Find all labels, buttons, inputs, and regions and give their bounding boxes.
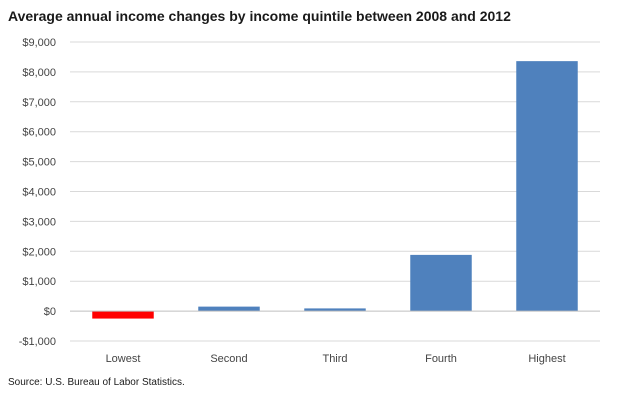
- y-axis-tick-labels: $9,000 $8,000 $7,000 $6,000 $5,000 $4,000 $3,0…: [19, 37, 56, 348]
- y-tick-label: $9,000: [22, 37, 56, 49]
- y-tick-label: $1,000: [22, 276, 56, 288]
- bar-fourth: [410, 254, 472, 312]
- x-axis-category-labels: Lowest Second Third Fourth Highest: [106, 353, 566, 365]
- y-tick-label: $2,000: [22, 246, 56, 258]
- chart-source: Source: U.S. Bureau of Labor Statistics.: [8, 377, 185, 388]
- x-category-label: Fourth: [425, 353, 457, 365]
- y-tick-label: $8,000: [22, 67, 56, 79]
- x-category-label: Lowest: [106, 353, 141, 365]
- y-tick-label: $5,000: [22, 157, 56, 169]
- y-tick-label: $0: [44, 306, 56, 318]
- bar-second: [198, 306, 260, 312]
- y-tick-label: -$1,000: [19, 336, 56, 348]
- bars: [92, 61, 578, 319]
- y-tick-label: $3,000: [22, 216, 56, 228]
- x-category-label: Second: [210, 353, 247, 365]
- y-tick-label: $7,000: [22, 97, 56, 109]
- gridlines: [70, 41, 600, 342]
- chart-title: Average annual income changes by income …: [8, 8, 511, 24]
- bar-lowest: [92, 311, 154, 319]
- x-category-label: Third: [322, 353, 347, 365]
- bar-highest: [516, 61, 578, 312]
- y-tick-label: $4,000: [22, 187, 56, 199]
- x-category-label: Highest: [528, 353, 565, 365]
- bar-third: [304, 308, 366, 312]
- y-tick-label: $6,000: [22, 127, 56, 139]
